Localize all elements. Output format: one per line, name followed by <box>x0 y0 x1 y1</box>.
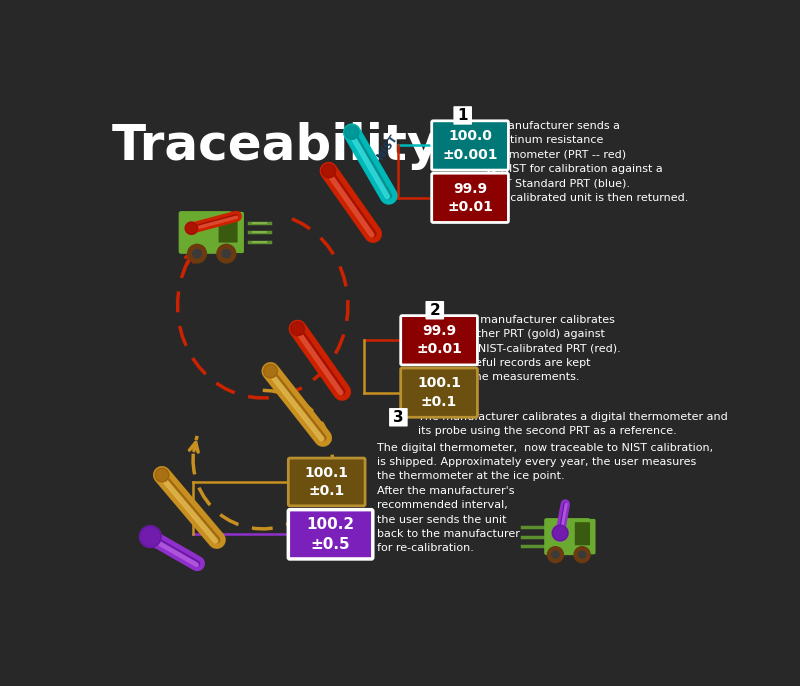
Text: The manufacturer calibrates a digital thermometer and
its probe using the second: The manufacturer calibrates a digital th… <box>418 412 727 436</box>
Circle shape <box>155 468 169 482</box>
Circle shape <box>193 250 202 258</box>
FancyBboxPatch shape <box>544 518 590 555</box>
Text: 2: 2 <box>430 303 440 318</box>
Circle shape <box>263 364 278 378</box>
FancyBboxPatch shape <box>575 522 590 545</box>
FancyBboxPatch shape <box>288 458 365 506</box>
Circle shape <box>345 126 359 139</box>
FancyBboxPatch shape <box>389 408 408 427</box>
Circle shape <box>222 250 230 258</box>
Circle shape <box>578 551 586 558</box>
Text: NIST: NIST <box>375 133 399 161</box>
Circle shape <box>139 526 162 547</box>
Circle shape <box>290 322 305 335</box>
FancyBboxPatch shape <box>426 301 444 320</box>
FancyBboxPatch shape <box>218 215 238 243</box>
Circle shape <box>263 364 278 378</box>
Text: The manufacturer calibrates
another PRT (gold) against
the NIST-calibrated PRT (: The manufacturer calibrates another PRT … <box>457 315 622 383</box>
Text: 99.9
±0.01: 99.9 ±0.01 <box>416 324 462 357</box>
Text: A manufacturer sends a
  platinum resistance
thermometer (PRT -- red)
to NIST fo: A manufacturer sends a platinum resistan… <box>486 121 688 203</box>
Circle shape <box>322 164 336 178</box>
FancyBboxPatch shape <box>432 121 509 170</box>
Text: 100.1
±0.1: 100.1 ±0.1 <box>305 466 349 498</box>
Circle shape <box>552 525 568 541</box>
FancyBboxPatch shape <box>572 519 595 554</box>
Circle shape <box>155 468 169 482</box>
FancyBboxPatch shape <box>288 510 373 559</box>
FancyBboxPatch shape <box>432 173 509 222</box>
Circle shape <box>186 222 198 235</box>
Text: 100.2
±0.5: 100.2 ±0.5 <box>306 517 354 552</box>
FancyBboxPatch shape <box>214 212 244 253</box>
Text: 100.0
±0.001: 100.0 ±0.001 <box>442 129 498 162</box>
Circle shape <box>322 164 336 178</box>
FancyBboxPatch shape <box>178 211 232 254</box>
FancyBboxPatch shape <box>401 368 478 417</box>
Circle shape <box>186 222 198 235</box>
Text: 99.9
±0.01: 99.9 ±0.01 <box>447 182 493 214</box>
Circle shape <box>290 322 305 335</box>
Text: 100.1
±0.1: 100.1 ±0.1 <box>417 377 461 409</box>
FancyBboxPatch shape <box>454 106 472 125</box>
Circle shape <box>552 525 568 541</box>
Text: Traceability: Traceability <box>112 122 440 170</box>
Circle shape <box>552 551 559 558</box>
Text: 1: 1 <box>458 108 468 123</box>
Text: 3: 3 <box>393 410 404 425</box>
Circle shape <box>139 526 162 547</box>
Text: The digital thermometer,  now traceable to NIST calibration,
is shipped. Approxi: The digital thermometer, now traceable t… <box>378 442 714 554</box>
Circle shape <box>188 244 206 263</box>
Circle shape <box>217 244 236 263</box>
Circle shape <box>345 126 359 139</box>
Circle shape <box>547 547 563 563</box>
FancyBboxPatch shape <box>401 316 478 365</box>
Circle shape <box>574 547 590 563</box>
